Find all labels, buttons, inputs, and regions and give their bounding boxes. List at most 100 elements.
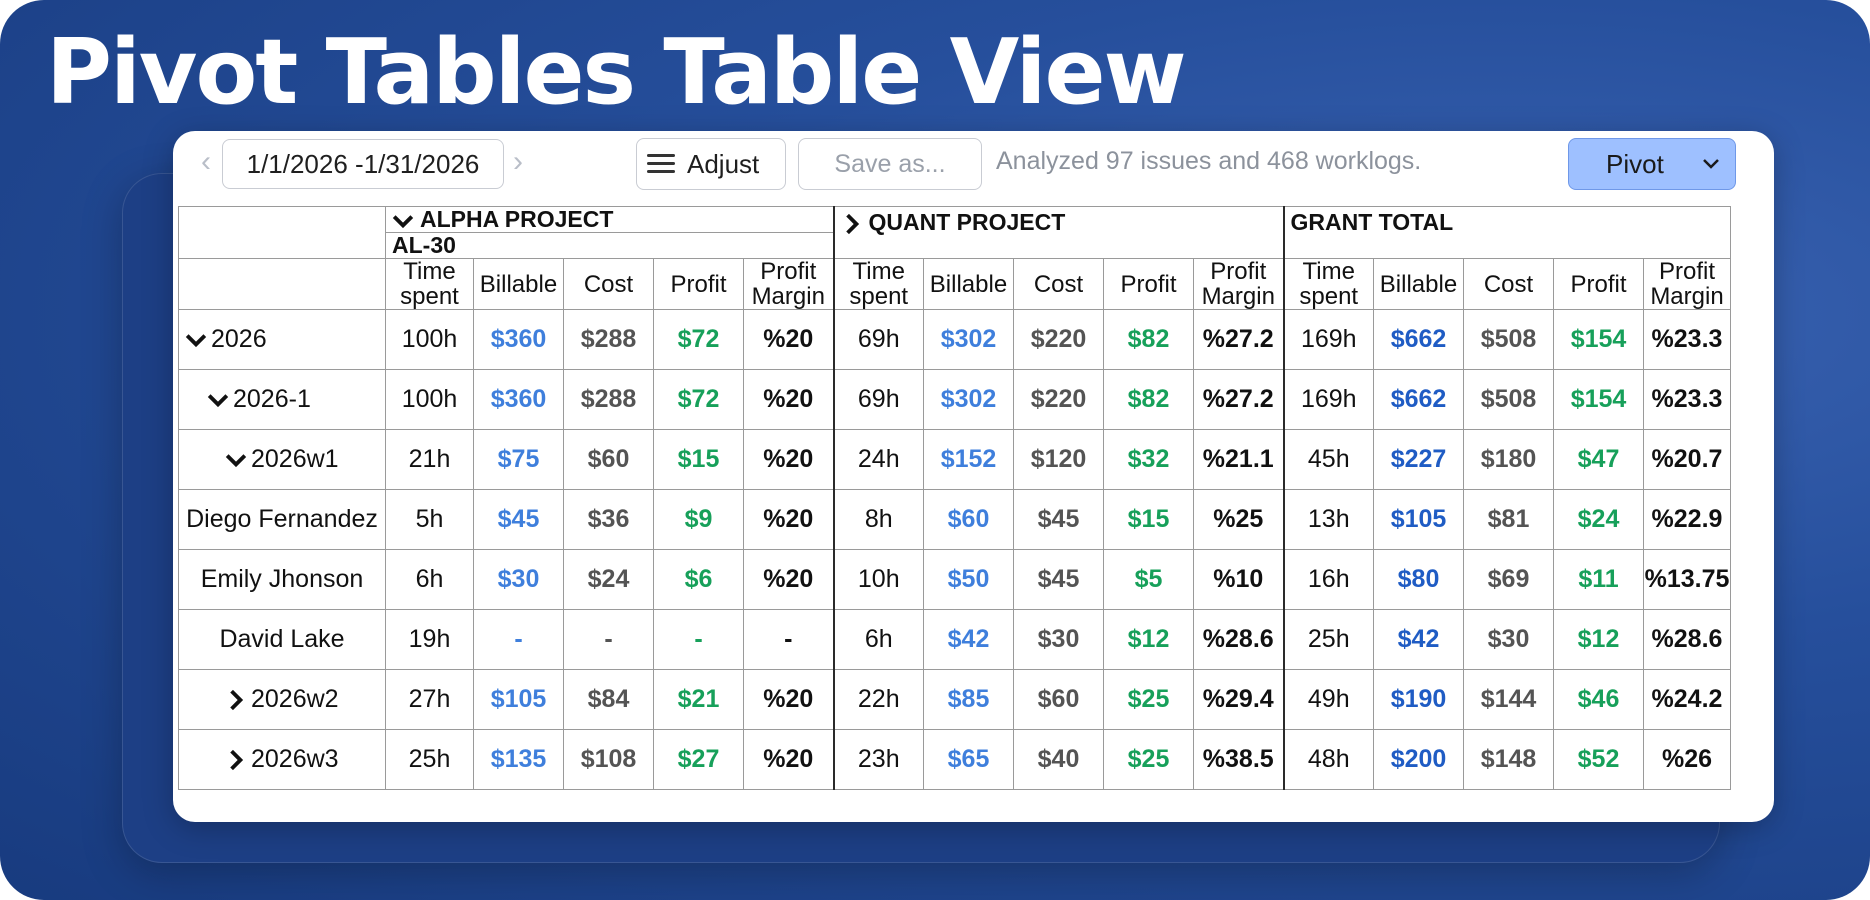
- chevron-down-icon[interactable]: [185, 329, 207, 351]
- total-time-cell: 45h: [1282, 429, 1374, 490]
- group-title: GRANT TOTAL: [1290, 209, 1454, 235]
- alpha-time-cell: 25h: [385, 729, 474, 790]
- total-profit-cell: $12: [1553, 609, 1644, 670]
- quant-billable-cell: $65: [923, 729, 1014, 790]
- quant-margin-cell: %10: [1193, 549, 1284, 610]
- quant-billable-cell: $302: [923, 369, 1014, 430]
- total-billable-cell: $105: [1373, 489, 1464, 550]
- total-cost-cell: $148: [1463, 729, 1554, 790]
- quant-billable-cell: $50: [923, 549, 1014, 610]
- row-label: 2026w2: [251, 685, 339, 713]
- column-header-margin: Profit Margin: [1643, 258, 1731, 310]
- total-cost-cell: $144: [1463, 669, 1554, 730]
- corner-cell: [178, 206, 386, 259]
- total-profit-cell: $52: [1553, 729, 1644, 790]
- total-time-cell: 169h: [1282, 369, 1374, 430]
- chevron-left-icon[interactable]: ‹: [201, 145, 211, 178]
- chevron-down-icon[interactable]: [207, 389, 229, 411]
- quant-profit-cell: $82: [1103, 309, 1194, 370]
- date-range-field[interactable]: 1/1/2026 -1/31/2026: [222, 139, 504, 189]
- alpha-time-cell: 27h: [385, 669, 474, 730]
- pivot-table: ALPHA PROJECT QUANT PROJECT GRANT TOTAL AL-…: [178, 206, 1731, 790]
- table-row: 2026w2 27h $105 $84 $21 %20 22h $85 $60 $25 %29.4 4…: [178, 669, 1731, 730]
- total-cost-cell: $81: [1463, 489, 1554, 550]
- row-label: 2026w3: [251, 745, 339, 773]
- quant-time-cell: 22h: [832, 669, 924, 730]
- alpha-profit-cell: $9: [653, 489, 744, 550]
- pivot-dropdown[interactable]: Pivot: [1568, 138, 1736, 190]
- quant-cost-cell: $30: [1013, 609, 1104, 670]
- alpha-profit-cell: $72: [653, 309, 744, 370]
- quant-margin-cell: %38.5: [1193, 729, 1284, 790]
- column-header-profit: Profit: [1553, 258, 1644, 310]
- alpha-profit-cell: $27: [653, 729, 744, 790]
- quant-cost-cell: $120: [1013, 429, 1104, 490]
- total-cost-cell: $30: [1463, 609, 1554, 670]
- quant-margin-cell: %27.2: [1193, 309, 1284, 370]
- row-label-cell: David Lake: [178, 609, 386, 670]
- pivot-panel: ‹ 1/1/2026 -1/31/2026 › Adjust Save as..…: [173, 131, 1774, 822]
- table-row: David Lake 19h - - - -6h $42 $30 $12 %28.6 25h $42 $…: [178, 609, 1731, 670]
- quant-profit-cell: $15: [1103, 489, 1194, 550]
- alpha-margin-cell: %20: [743, 489, 834, 550]
- quant-cost-cell: $45: [1013, 549, 1104, 610]
- quant-profit-cell: $12: [1103, 609, 1194, 670]
- chevron-down-icon[interactable]: [392, 210, 414, 232]
- alpha-cost-cell: $84: [563, 669, 654, 730]
- column-header-cost: Cost: [563, 258, 654, 310]
- alpha-time-cell: 100h: [385, 369, 474, 430]
- table-row: 2026-1 100h $360 $288 $72 %20 69h $302 $220 $82 %2…: [178, 369, 1731, 430]
- column-header-cost: Cost: [1013, 258, 1104, 310]
- total-margin-cell: %20.7: [1643, 429, 1731, 490]
- quant-cost-cell: $60: [1013, 669, 1104, 730]
- alpha-profit-cell: $21: [653, 669, 744, 730]
- group-header: GRANT TOTAL: [1282, 206, 1731, 259]
- quant-profit-cell: $82: [1103, 369, 1194, 430]
- column-header-time: Time spent: [832, 258, 924, 310]
- quant-time-cell: 10h: [832, 549, 924, 610]
- alpha-margin-cell: %20: [743, 549, 834, 610]
- quant-cost-cell: $220: [1013, 369, 1104, 430]
- total-cost-cell: $508: [1463, 309, 1554, 370]
- alpha-profit-cell: -: [653, 609, 744, 670]
- total-billable-cell: $190: [1373, 669, 1464, 730]
- total-margin-cell: %13.75: [1643, 549, 1731, 610]
- alpha-billable-cell: $45: [473, 489, 564, 550]
- alpha-margin-cell: %20: [743, 669, 834, 730]
- total-cost-cell: $508: [1463, 369, 1554, 430]
- quant-margin-cell: %28.6: [1193, 609, 1284, 670]
- alpha-cost-cell: $108: [563, 729, 654, 790]
- chevron-right-icon[interactable]: [225, 749, 247, 771]
- date-range-value: 1/1/2026 -1/31/2026: [246, 148, 480, 179]
- total-profit-cell: $154: [1553, 309, 1644, 370]
- quant-margin-cell: %21.1: [1193, 429, 1284, 490]
- row-label-cell: Diego Fernandez: [178, 489, 386, 550]
- alpha-cost-cell: $36: [563, 489, 654, 550]
- chevron-right-icon[interactable]: [841, 213, 863, 235]
- chevron-right-icon[interactable]: ›: [513, 145, 523, 178]
- menu-icon: [647, 154, 675, 174]
- alpha-cost-cell: -: [563, 609, 654, 670]
- column-header-cost: Cost: [1463, 258, 1554, 310]
- chevron-down-icon[interactable]: [225, 449, 247, 471]
- total-billable-cell: $80: [1373, 549, 1464, 610]
- pivot-label: Pivot: [1606, 149, 1664, 179]
- total-time-cell: 49h: [1282, 669, 1374, 730]
- alpha-cost-cell: $288: [563, 369, 654, 430]
- chevron-down-icon: [1703, 159, 1719, 169]
- quant-billable-cell: $302: [923, 309, 1014, 370]
- row-label-cell: 2026w3: [178, 729, 386, 790]
- total-time-cell: 13h: [1282, 489, 1374, 550]
- alpha-time-cell: 21h: [385, 429, 474, 490]
- adjust-button[interactable]: Adjust: [636, 138, 786, 190]
- chevron-right-icon[interactable]: [225, 689, 247, 711]
- total-billable-cell: $200: [1373, 729, 1464, 790]
- alpha-margin-cell: %20: [743, 429, 834, 490]
- alpha-margin-cell: -: [743, 609, 834, 670]
- save-as-button[interactable]: Save as...: [798, 138, 982, 190]
- total-time-cell: 48h: [1282, 729, 1374, 790]
- quant-time-cell: 24h: [832, 429, 924, 490]
- quant-profit-cell: $25: [1103, 729, 1194, 790]
- group-title: ALPHA PROJECT: [420, 206, 614, 232]
